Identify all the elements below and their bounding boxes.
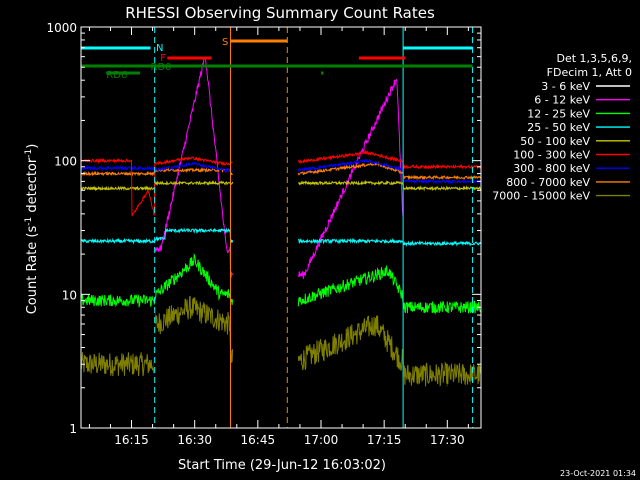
legend-header-line1: Det 1,3,5,6,9, xyxy=(556,52,632,65)
legend-label: 3 - 6 keV xyxy=(541,80,590,93)
y-tick-label: 1000 xyxy=(46,21,77,35)
y-axis-label-mid: detector xyxy=(25,157,40,217)
series-line-7000-15000 xyxy=(80,295,482,387)
legend: Det 1,3,5,6,9, FDecim 1, Att 0 3 - 6 keV… xyxy=(492,52,632,203)
legend-label: 12 - 25 keV xyxy=(527,107,590,120)
legend-label: 6 - 12 keV xyxy=(534,94,590,107)
series-layer xyxy=(80,52,482,430)
ticks-layer: 16:15 16:30 16:45 17:00 17:15 17:30 1 10 100 1000 xyxy=(46,21,481,447)
legend-label: 800 - 7000 keV xyxy=(506,176,590,189)
legend-header-line2: FDecim 1, Att 0 xyxy=(547,66,632,79)
y-tick-label: 1 xyxy=(69,422,77,436)
legend-label: 25 - 50 keV xyxy=(527,121,590,134)
interval-label-rd0: RD0 xyxy=(151,62,172,73)
legend-label: 7000 - 15000 keV xyxy=(492,190,590,203)
legend-label: 100 - 300 keV xyxy=(513,149,590,162)
series-line-6-12 xyxy=(154,57,404,279)
interval-label-rd6: RD6 xyxy=(106,70,127,81)
y-axis-label: Count Rate (s-1 detector-1) xyxy=(24,144,40,315)
series-line-800-7000 xyxy=(80,161,482,181)
interval-label-n: N xyxy=(156,43,163,54)
series-line-25-50 xyxy=(80,227,482,248)
y-axis-label-sup2: -1 xyxy=(24,149,34,158)
y-axis-label-end: ) xyxy=(25,144,40,149)
timestamp: 23-Oct-2021 01:34 xyxy=(560,469,636,478)
x-tick-label: 17:30 xyxy=(430,433,465,447)
events-layer xyxy=(154,27,474,428)
intervals-layer: NF S RD0 RD6 xyxy=(81,37,473,81)
chart-title: RHESSI Observing Summary Count Rates xyxy=(125,4,435,22)
y-tick-label: 100 xyxy=(54,155,77,169)
x-tick-label: 17:00 xyxy=(304,433,339,447)
series-line-12-25 xyxy=(80,252,481,315)
y-axis-label-main: Count Rate (s xyxy=(25,226,40,315)
series-line-100-300 xyxy=(80,149,482,217)
interval-label-s: S xyxy=(222,37,228,48)
legend-label: 300 - 800 keV xyxy=(513,162,590,175)
y-tick-label: 10 xyxy=(62,288,77,302)
y-axis-label-sup1: -1 xyxy=(24,217,34,226)
legend-label: 50 - 100 keV xyxy=(520,135,590,148)
x-tick-label: 16:15 xyxy=(114,433,149,447)
interval-label-f: F xyxy=(160,53,166,64)
plot-frame xyxy=(80,26,482,429)
x-tick-label: 17:15 xyxy=(367,433,402,447)
series-line-50-100 xyxy=(80,179,482,192)
x-axis-label: Start Time (29-Jun-12 16:03:02) xyxy=(178,458,386,473)
x-tick-label: 16:45 xyxy=(241,433,276,447)
x-tick-label: 16:30 xyxy=(177,433,212,447)
series-line-300-800 xyxy=(80,158,482,185)
